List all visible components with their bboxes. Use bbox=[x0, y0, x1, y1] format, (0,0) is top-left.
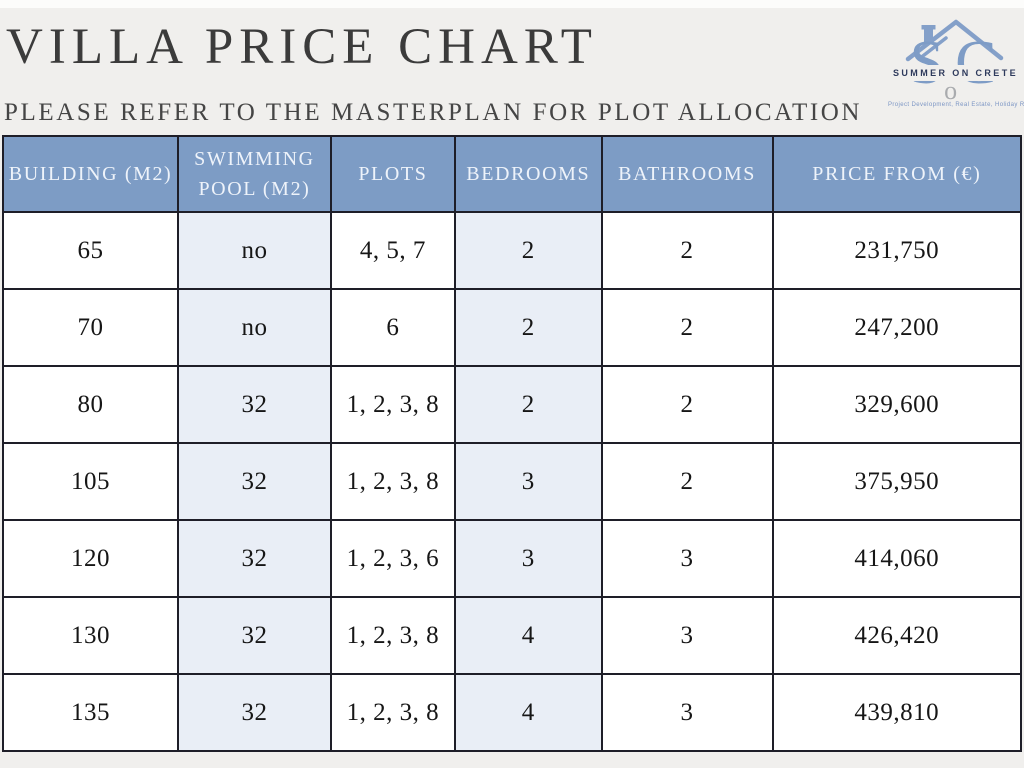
cell-building: 120 bbox=[1, 519, 180, 598]
house-roof-icon bbox=[905, 19, 1004, 62]
cell-pool: 32 bbox=[177, 365, 332, 444]
cell-building: 80 bbox=[1, 365, 180, 444]
price-table: BUILDING (M2) SWIMMING POOL (M2) PLOTS B… bbox=[1, 135, 1023, 752]
cell-pool: 32 bbox=[177, 673, 332, 752]
table-row: 105 32 1, 2, 3, 8 3 2 375,950 bbox=[1, 442, 1023, 521]
cell-plots: 6 bbox=[329, 288, 456, 367]
page-title: VILLA PRICE CHART bbox=[6, 19, 598, 75]
table-row: 70 no 6 2 2 247,200 bbox=[1, 288, 1023, 367]
cell-pool: no bbox=[177, 211, 332, 290]
cell-bedrooms: 3 bbox=[453, 519, 603, 598]
cell-building: 65 bbox=[1, 211, 180, 290]
cell-bedrooms: 2 bbox=[453, 365, 603, 444]
logo-letter-s: S bbox=[909, 29, 947, 97]
cell-price: 414,060 bbox=[771, 519, 1023, 598]
cell-building: 105 bbox=[1, 442, 180, 521]
cell-price: 439,810 bbox=[771, 673, 1023, 752]
cell-bedrooms: 4 bbox=[453, 596, 603, 675]
cell-price: 247,200 bbox=[771, 288, 1023, 367]
cell-price: 329,600 bbox=[771, 365, 1023, 444]
cell-bathrooms: 2 bbox=[600, 442, 774, 521]
cell-pool: no bbox=[177, 288, 332, 367]
top-strip bbox=[0, 0, 1024, 8]
cell-bedrooms: 3 bbox=[453, 442, 603, 521]
cell-bedrooms: 2 bbox=[453, 288, 603, 367]
page-subtitle: PLEASE REFER TO THE MASTERPLAN FOR PLOT … bbox=[4, 99, 863, 126]
cell-plots: 4, 5, 7 bbox=[329, 211, 456, 290]
column-header-plots: PLOTS bbox=[329, 135, 456, 213]
cell-price: 426,420 bbox=[771, 596, 1023, 675]
logo-monogram: SoC bbox=[888, 29, 1020, 104]
cell-pool: 32 bbox=[177, 596, 332, 675]
cell-bathrooms: 3 bbox=[600, 519, 774, 598]
table-row: 80 32 1, 2, 3, 8 2 2 329,600 bbox=[1, 365, 1023, 444]
cell-bedrooms: 4 bbox=[453, 673, 603, 752]
column-header-building: BUILDING (M2) bbox=[1, 135, 180, 213]
table-row: 65 no 4, 5, 7 2 2 231,750 bbox=[1, 211, 1023, 290]
cell-plots: 1, 2, 3, 8 bbox=[329, 673, 456, 752]
cell-bathrooms: 3 bbox=[600, 673, 774, 752]
logo-letter-o: o bbox=[944, 76, 958, 105]
cell-building: 70 bbox=[1, 288, 180, 367]
logo-name: SUMMER ON CRETE bbox=[893, 65, 1016, 81]
company-logo: SoC SUMMER ON CRETE Project Development,… bbox=[888, 10, 1024, 114]
cell-price: 375,950 bbox=[771, 442, 1023, 521]
cell-bathrooms: 2 bbox=[600, 288, 774, 367]
logo-letter-c: C bbox=[955, 29, 999, 97]
table-row: 130 32 1, 2, 3, 8 4 3 426,420 bbox=[1, 596, 1023, 675]
logo-tagline: Project Development, Real Estate, Holida… bbox=[888, 102, 1024, 108]
cell-bedrooms: 2 bbox=[453, 211, 603, 290]
cell-bathrooms: 3 bbox=[600, 596, 774, 675]
cell-plots: 1, 2, 3, 8 bbox=[329, 596, 456, 675]
table-row: 120 32 1, 2, 3, 6 3 3 414,060 bbox=[1, 519, 1023, 598]
cell-bathrooms: 2 bbox=[600, 365, 774, 444]
cell-pool: 32 bbox=[177, 519, 332, 598]
column-header-pool: SWIMMING POOL (M2) bbox=[177, 135, 332, 213]
table-row: 135 32 1, 2, 3, 8 4 3 439,810 bbox=[1, 673, 1023, 752]
cell-plots: 1, 2, 3, 8 bbox=[329, 442, 456, 521]
column-header-bathrooms: BATHROOMS bbox=[600, 135, 774, 213]
cell-building: 135 bbox=[1, 673, 180, 752]
cell-plots: 1, 2, 3, 6 bbox=[329, 519, 456, 598]
cell-pool: 32 bbox=[177, 442, 332, 521]
table-header-row: BUILDING (M2) SWIMMING POOL (M2) PLOTS B… bbox=[1, 135, 1023, 213]
column-header-bedrooms: BEDROOMS bbox=[453, 135, 603, 213]
cell-price: 231,750 bbox=[771, 211, 1023, 290]
column-header-price: PRICE FROM (€) bbox=[771, 135, 1023, 213]
cell-building: 130 bbox=[1, 596, 180, 675]
cell-bathrooms: 2 bbox=[600, 211, 774, 290]
cell-plots: 1, 2, 3, 8 bbox=[329, 365, 456, 444]
